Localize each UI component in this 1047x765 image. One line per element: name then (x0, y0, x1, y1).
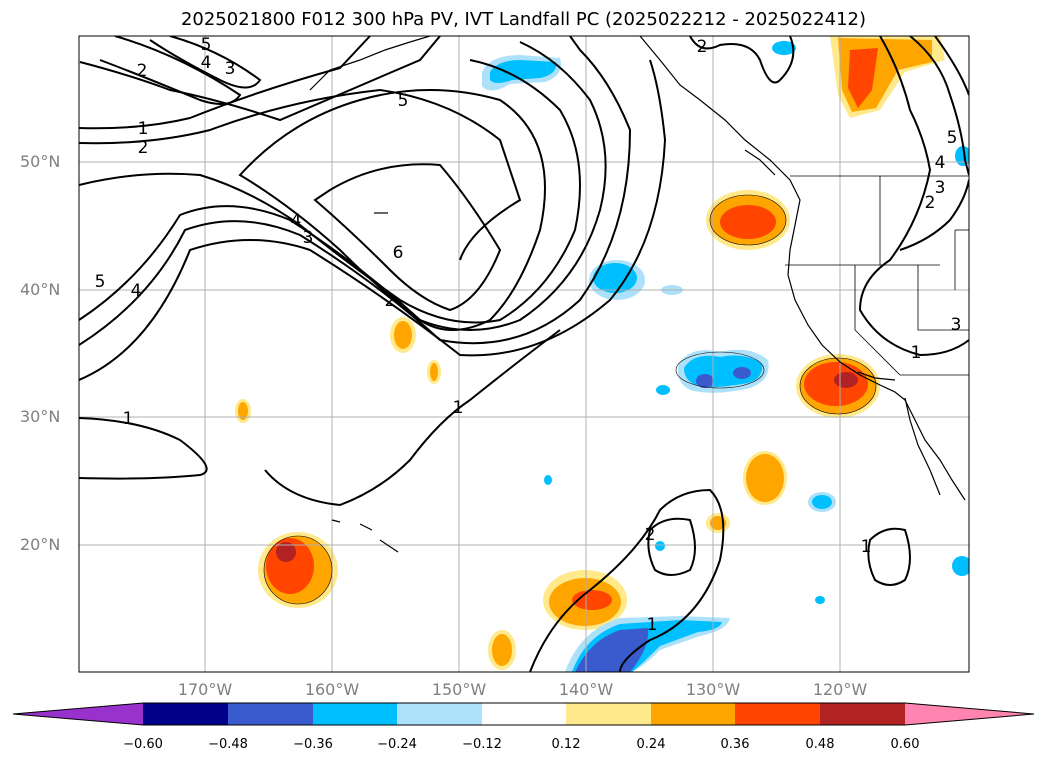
contour-label: 2 (138, 138, 149, 158)
contour-label: 5 (398, 91, 409, 111)
colorbar-segment (735, 703, 820, 725)
lat-label-50n: 50°N (20, 152, 61, 171)
colorbar-outline (12, 702, 1035, 726)
contour-label: 3 (303, 228, 314, 248)
pv-contours (79, 36, 969, 672)
contour-label: 2 (137, 61, 148, 81)
colorbar-tick: −0.24 (377, 737, 417, 752)
contour-label: 3 (225, 59, 236, 79)
colorbar-tick: −0.36 (293, 737, 333, 752)
colorbar-segment (482, 703, 566, 725)
colorbar-tick: 0.60 (890, 737, 920, 752)
contour-label: 2 (697, 37, 708, 57)
colorbar-extend-min (13, 703, 143, 725)
lat-label-30n: 30°N (20, 407, 61, 426)
ivt-anomaly-shading (235, 36, 969, 672)
colorbar-tick: 0.48 (805, 737, 835, 752)
contour-label: 1 (123, 409, 134, 429)
contour-label: 6 (393, 243, 404, 263)
contour-label: 4 (131, 281, 142, 301)
contour-label: 5 (95, 272, 106, 292)
contour-label: 2 (925, 193, 936, 213)
contour-label: 2 (385, 291, 396, 311)
contour-label: 3 (935, 178, 946, 198)
contour-label: 1 (138, 119, 149, 139)
contour-label: 3 (951, 315, 962, 335)
colorbar-segment (566, 703, 651, 725)
contour-label: 5 (201, 35, 212, 55)
contour-label: 1 (647, 615, 658, 635)
pv-anomaly-outlines (263, 194, 877, 605)
colorbar-segment (143, 703, 228, 725)
colorbar-tick: −0.12 (462, 737, 502, 752)
lon-label-170w: 170°W (177, 680, 233, 699)
colorbar-tick: 0.24 (636, 737, 666, 752)
colorbar-segment (313, 703, 397, 725)
contour-label: 4 (291, 211, 302, 231)
contour-label: 1 (861, 537, 872, 557)
coastlines (309, 36, 966, 553)
colorbar-tick: 0.36 (720, 737, 750, 752)
contour-label: 4 (201, 53, 212, 73)
colorbar-segment (651, 703, 735, 725)
lon-label-130w: 130°W (685, 680, 741, 699)
state-borders (785, 175, 969, 376)
lon-label-150w: 150°W (431, 680, 487, 699)
lon-label-120w: 120°W (812, 680, 868, 699)
graticule (79, 36, 969, 672)
colorbar-segment (820, 703, 905, 725)
lon-label-160w: 160°W (304, 680, 360, 699)
contour-label: 1 (453, 398, 464, 418)
lon-label-140w: 140°W (558, 680, 614, 699)
colorbar-segment (397, 703, 482, 725)
lat-label-20n: 20°N (20, 535, 61, 554)
colorbar-extend-max (905, 703, 1034, 725)
colorbar-tick: 0.12 (551, 737, 581, 752)
contour-label: 2 (645, 525, 656, 545)
colorbar (12, 702, 1035, 726)
map-title: 2025021800 F012 300 hPa PV, IVT Landfall… (180, 9, 867, 30)
contour-label: 5 (947, 128, 958, 148)
map-frame (78, 35, 970, 673)
contour-label-layer: 5 4 3 2 1 2 5 4 3 6 2 1 1 5 4 2 5 4 3 2 … (95, 35, 962, 635)
contour-label: 4 (935, 153, 946, 173)
contour-label: 1 (911, 343, 922, 363)
colorbar-tick: −0.60 (123, 737, 163, 752)
colorbar-tick: −0.48 (208, 737, 248, 752)
colorbar-segment (228, 703, 313, 725)
lat-label-40n: 40°N (20, 280, 61, 299)
